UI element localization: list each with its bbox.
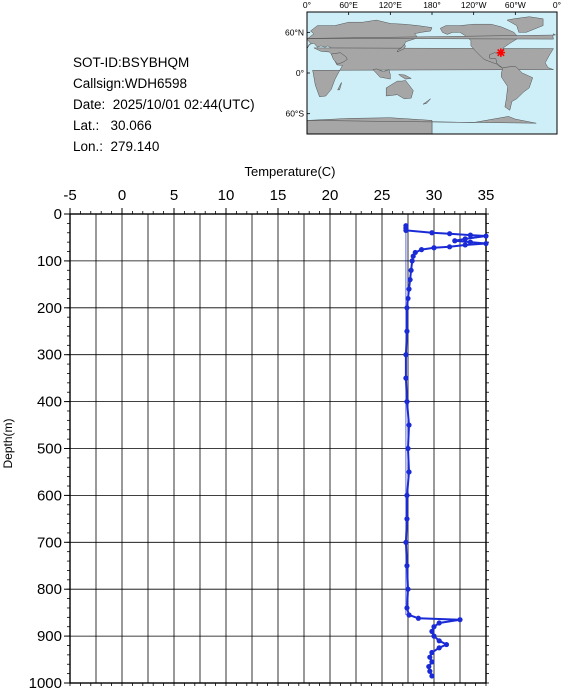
position-marker-icon — [496, 48, 506, 57]
land-new-zealand — [422, 98, 431, 105]
y-tick-label: 300 — [37, 347, 62, 364]
map-lat-label: 60°S — [285, 109, 304, 119]
lon-text: Lon.: 279.140 — [73, 139, 160, 154]
data-point — [404, 605, 410, 611]
y-tick-label: 700 — [37, 534, 62, 551]
map-lat-label: 0° — [296, 68, 304, 78]
x-tick-label: 10 — [218, 187, 235, 204]
data-point — [431, 633, 437, 639]
data-point — [404, 305, 410, 311]
map-lon-label: 120°W — [461, 0, 487, 10]
map-lon-label: 120°E — [379, 0, 403, 10]
data-point — [406, 612, 412, 618]
data-point — [404, 399, 410, 405]
y-tick-label: 400 — [37, 394, 62, 411]
data-point — [408, 267, 414, 273]
land-madagascar — [337, 81, 343, 91]
x-tick-label: 35 — [478, 187, 495, 204]
land-new-guinea — [398, 74, 412, 80]
data-point — [452, 238, 458, 244]
data-point — [409, 258, 415, 264]
data-point — [415, 615, 421, 621]
x-tick-label: 5 — [170, 187, 178, 204]
data-point — [404, 563, 410, 569]
land-south-america — [501, 65, 533, 111]
data-point — [429, 649, 435, 656]
date-text: Date: 2025/10/01 02:44(UTC) — [73, 97, 255, 112]
map-lon-label: 60°W — [505, 0, 526, 10]
land-greenland — [506, 16, 544, 33]
y-tick-label: 500 — [37, 441, 62, 458]
data-point — [426, 663, 432, 670]
sot-id-text: SOT-ID:BSYBHQM — [73, 55, 190, 70]
data-point — [436, 638, 442, 644]
x-tick-label: 20 — [322, 187, 339, 204]
land-arabia — [331, 52, 348, 65]
land-japan — [396, 44, 406, 53]
y-tick-label: 900 — [37, 628, 62, 645]
data-point — [483, 240, 489, 247]
y-tick-label: 1000 — [29, 675, 62, 690]
world-map: 0° 60°E 120°E 180° 120°W 60°W 0° 60°N 0° 60°S — [285, 0, 561, 135]
data-point — [467, 239, 473, 245]
land-uk — [307, 33, 557, 40]
data-point — [429, 659, 435, 665]
y-tick-label: 600 — [37, 487, 62, 504]
x-tick-label: 25 — [374, 187, 391, 204]
data-point — [429, 628, 435, 635]
data-point — [406, 422, 412, 428]
y-tick-label: 200 — [37, 300, 62, 317]
data-point — [405, 586, 411, 592]
data-point — [447, 231, 453, 237]
callsign-text: Callsign:WDH6598 — [73, 76, 188, 91]
sot-info-block: SOT-ID:BSYBHQM Callsign:WDH6598 Date: 20… — [73, 52, 255, 157]
data-point — [429, 230, 435, 236]
data-point — [418, 247, 425, 253]
map-lat-label: 60°N — [285, 27, 304, 37]
data-point — [431, 624, 437, 630]
map-lon-label: 180° — [423, 0, 441, 10]
data-point — [406, 469, 412, 475]
lat-text: Lat.: 30.066 — [73, 118, 152, 133]
land-indonesia — [372, 68, 391, 80]
data-point — [404, 492, 410, 498]
data-point — [457, 617, 463, 623]
x-tick-label: 0 — [118, 187, 126, 204]
data-point — [406, 286, 412, 292]
map-lon-label: 0° — [553, 0, 561, 10]
data-point — [462, 242, 468, 248]
y-tick-label: 100 — [37, 253, 62, 270]
data-point — [429, 673, 435, 679]
plot-frame — [69, 213, 487, 684]
map-lon-label: 0° — [303, 0, 311, 10]
x-tick-label: 15 — [270, 187, 287, 204]
data-point — [407, 277, 413, 283]
data-point — [431, 245, 437, 251]
data-point — [483, 233, 489, 239]
data-point — [447, 244, 453, 250]
data-point — [405, 295, 411, 302]
data-point — [427, 668, 433, 674]
y-axis-title: Depth(m) — [1, 418, 15, 468]
data-point — [427, 654, 433, 660]
map-lon-label: 60°E — [339, 0, 358, 10]
data-point — [404, 516, 410, 522]
data-point — [410, 253, 416, 259]
data-point — [404, 328, 410, 334]
data-point — [405, 445, 411, 452]
data-point — [443, 641, 450, 648]
data-point — [436, 645, 442, 651]
data-point — [436, 620, 442, 626]
land-australia — [386, 80, 414, 100]
x-tick-label: 30 — [426, 187, 443, 204]
data-point — [462, 236, 468, 242]
y-tick-label: 0 — [54, 206, 62, 223]
x-tick-label: -5 — [63, 187, 76, 204]
temperature-profile-line — [404, 225, 487, 677]
data-point — [467, 232, 473, 238]
y-tick-label: 800 — [37, 581, 62, 598]
x-axis-title: Temperature(C) — [244, 164, 335, 179]
